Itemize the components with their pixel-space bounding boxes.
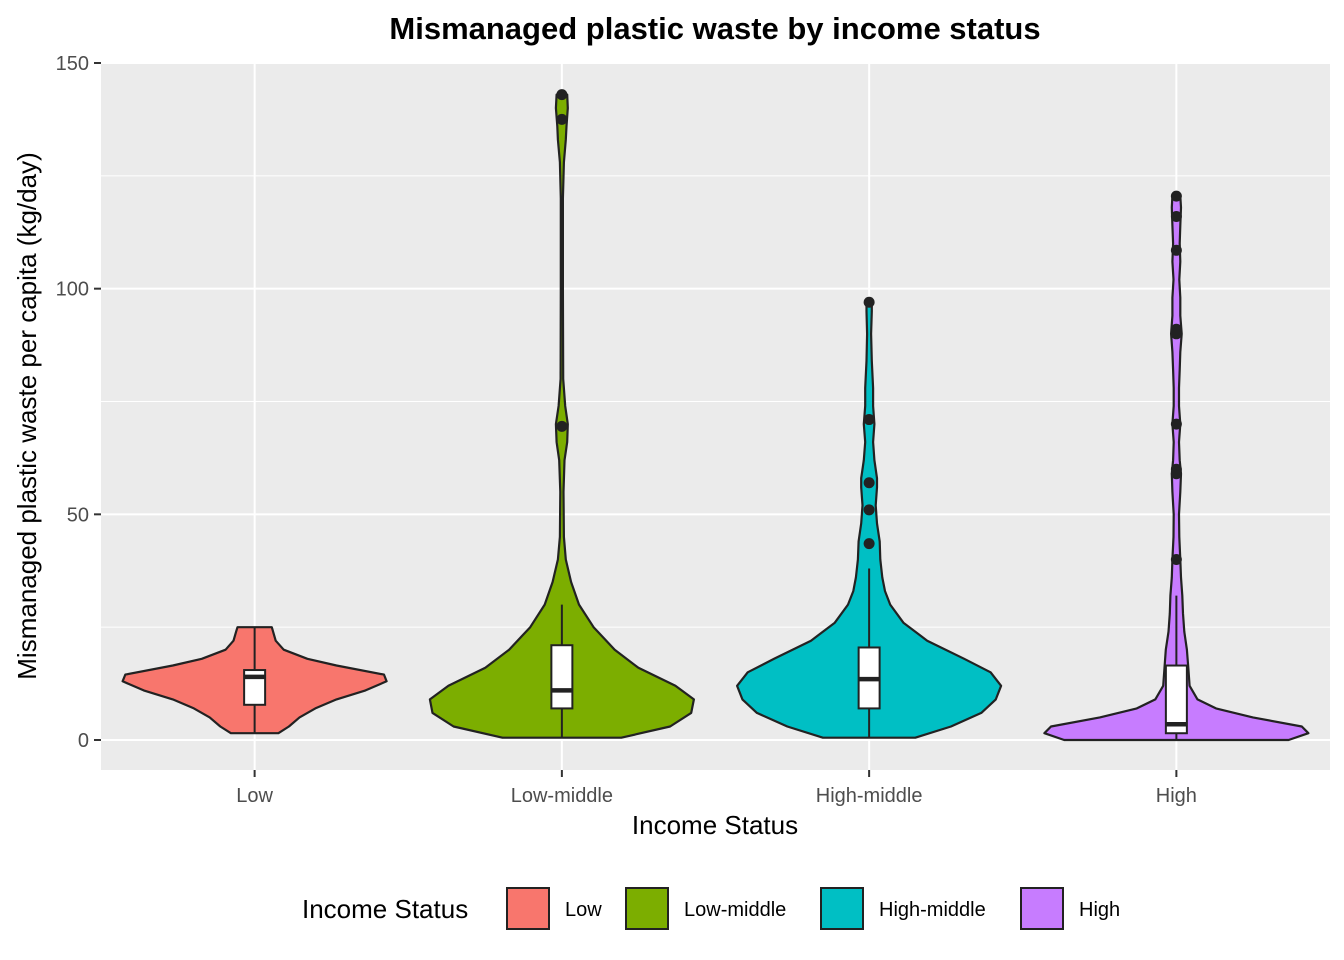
y-tick-label: 100	[56, 279, 89, 301]
legend-key-high-middle	[820, 887, 864, 930]
outlier-point	[1170, 553, 1182, 565]
outlier-point	[863, 477, 875, 489]
legend-label: High	[1079, 899, 1120, 921]
x-tick-label: High-middle	[816, 785, 923, 807]
outlier-point	[863, 414, 875, 426]
y-tick-label: 150	[56, 53, 89, 75]
outlier-point	[1170, 418, 1182, 430]
x-axis-title: Income Status	[632, 810, 798, 840]
outlier-point	[556, 420, 568, 432]
box-iqr	[550, 644, 574, 710]
x-tick-label: High	[1156, 785, 1197, 807]
violin-group-low-middle	[428, 89, 695, 739]
outlier-point	[1170, 190, 1182, 202]
outlier-point	[863, 538, 875, 550]
x-axis: Low Low-middle High-middle High	[236, 770, 1197, 807]
y-tick-label: 0	[78, 730, 89, 752]
outlier-point	[556, 89, 568, 101]
outlier-point	[1170, 468, 1182, 480]
chart-title: Mismanaged plastic waste by income statu…	[389, 11, 1040, 46]
x-tick-label: Low-middle	[511, 785, 613, 807]
y-axis-title: Mismanaged plastic waste per capita (kg/…	[12, 152, 42, 679]
outlier-point	[1170, 210, 1182, 222]
outlier-point	[1170, 244, 1182, 256]
outlier-point	[1170, 328, 1182, 340]
y-axis: 0 50 100 150	[56, 53, 101, 752]
outlier-point	[863, 504, 875, 516]
legend-key-low	[506, 887, 550, 930]
plot-panel	[101, 62, 1330, 770]
x-tick-label: Low	[236, 785, 273, 807]
violin-group-low	[121, 626, 388, 735]
violin-group-high	[1043, 190, 1310, 742]
legend-title: Income Status	[302, 894, 468, 924]
legend-label: Low	[565, 899, 602, 921]
box-iqr	[1164, 664, 1188, 735]
legend-key-low-middle	[625, 887, 669, 930]
violin-group-high-middle	[736, 296, 1003, 739]
outlier-point	[863, 296, 875, 308]
y-tick-label: 50	[67, 504, 89, 526]
legend: Income Status Low Low-middle High-middle Hi…	[302, 887, 1120, 930]
legend-key-high	[1020, 887, 1064, 930]
legend-label: Low-middle	[684, 899, 786, 921]
violins	[121, 89, 1310, 742]
outlier-point	[556, 113, 568, 125]
legend-label: High-middle	[879, 899, 986, 921]
